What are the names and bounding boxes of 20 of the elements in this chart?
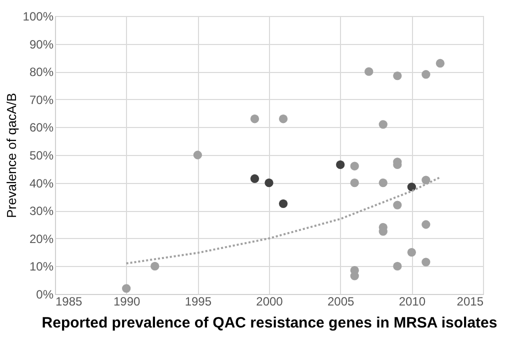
y-tick-label: 50% [29,148,54,162]
x-tick-label: 2005 [327,294,355,308]
y-axis-title: Prevalence of qacA/B [4,92,19,218]
y-tick-label: 80% [29,65,54,80]
y-tick-label: 40% [29,176,54,190]
x-tick-label: 1990 [113,294,141,308]
x-tick-label: 1985 [56,294,83,308]
x-tick-label: 2015 [456,294,484,308]
x-tick-label: 2010 [398,294,426,308]
y-tick-label: 100% [22,10,54,24]
y-tick-label: 90% [29,37,54,52]
y-tick-label: 30% [29,204,54,218]
x-axis-title: Reported prevalence of QAC resistance genes in MRSA isolates [42,314,498,332]
y-tick-label: 20% [29,232,54,246]
y-tick-label: 0% [36,288,54,302]
x-tick-label: 1995 [184,294,212,308]
y-tick-label: 70% [29,92,54,107]
x-tick-label: 2000 [256,294,284,308]
y-tick-label: 10% [29,260,54,274]
y-tick-label: 60% [29,120,54,135]
